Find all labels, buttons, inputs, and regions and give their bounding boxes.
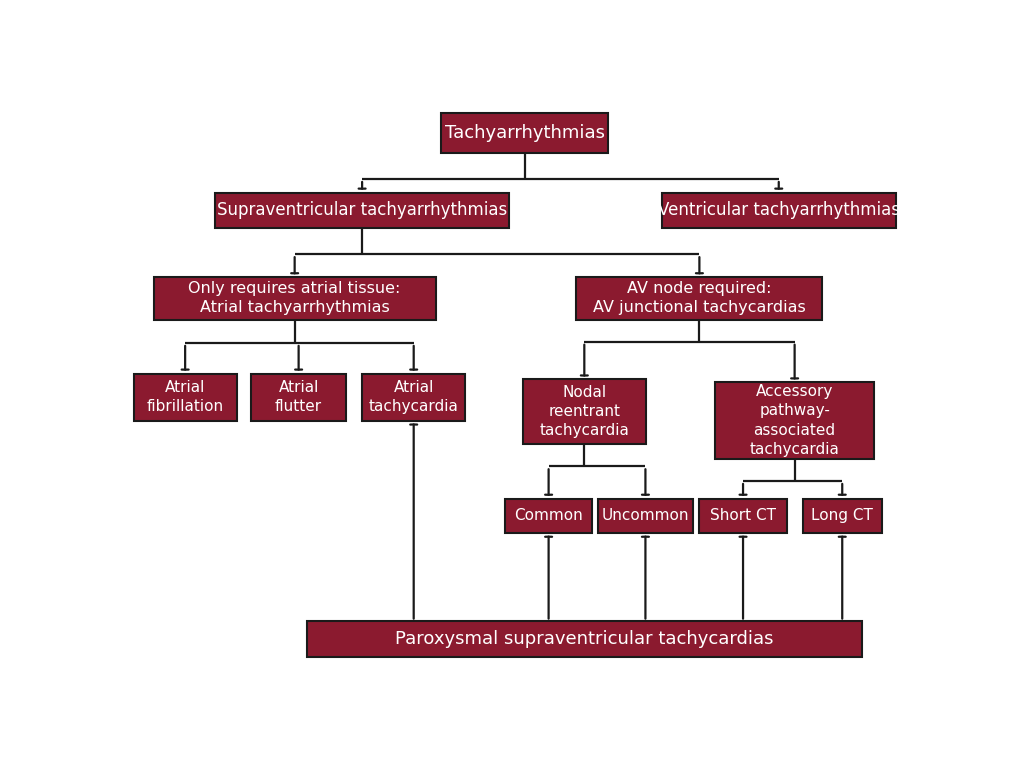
FancyBboxPatch shape xyxy=(803,499,882,533)
FancyBboxPatch shape xyxy=(362,374,465,420)
FancyBboxPatch shape xyxy=(598,499,693,533)
FancyBboxPatch shape xyxy=(505,499,592,533)
Text: Only requires atrial tissue:
Atrial tachyarrhythmias: Only requires atrial tissue: Atrial tach… xyxy=(188,282,400,315)
Text: Atrial
fibrillation: Atrial fibrillation xyxy=(146,380,223,414)
FancyBboxPatch shape xyxy=(306,622,862,657)
Text: Uncommon: Uncommon xyxy=(602,508,689,523)
FancyBboxPatch shape xyxy=(215,192,509,228)
Text: Supraventricular tachyarrhythmias: Supraventricular tachyarrhythmias xyxy=(217,201,507,219)
Text: Short CT: Short CT xyxy=(710,508,776,523)
FancyBboxPatch shape xyxy=(441,113,608,153)
FancyBboxPatch shape xyxy=(133,374,237,420)
Text: Common: Common xyxy=(514,508,583,523)
Text: Paroxysmal supraventricular tachycardias: Paroxysmal supraventricular tachycardias xyxy=(395,630,773,648)
Text: Ventricular tachyarrhythmias: Ventricular tachyarrhythmias xyxy=(657,201,900,219)
Text: Atrial
flutter: Atrial flutter xyxy=(275,380,323,414)
FancyBboxPatch shape xyxy=(577,277,822,320)
FancyBboxPatch shape xyxy=(523,379,646,444)
Text: Nodal
reentrant
tachycardia: Nodal reentrant tachycardia xyxy=(540,385,630,439)
FancyBboxPatch shape xyxy=(154,277,435,320)
Text: Atrial
tachycardia: Atrial tachycardia xyxy=(369,380,459,414)
Text: Accessory
pathway-
associated
tachycardia: Accessory pathway- associated tachycardi… xyxy=(750,385,840,457)
FancyBboxPatch shape xyxy=(251,374,346,420)
Text: Tachyarrhythmias: Tachyarrhythmias xyxy=(444,124,605,142)
FancyBboxPatch shape xyxy=(699,499,786,533)
FancyBboxPatch shape xyxy=(715,382,873,459)
Text: Long CT: Long CT xyxy=(811,508,873,523)
FancyBboxPatch shape xyxy=(662,192,896,228)
Text: AV node required:
AV junctional tachycardias: AV node required: AV junctional tachycar… xyxy=(593,282,806,315)
